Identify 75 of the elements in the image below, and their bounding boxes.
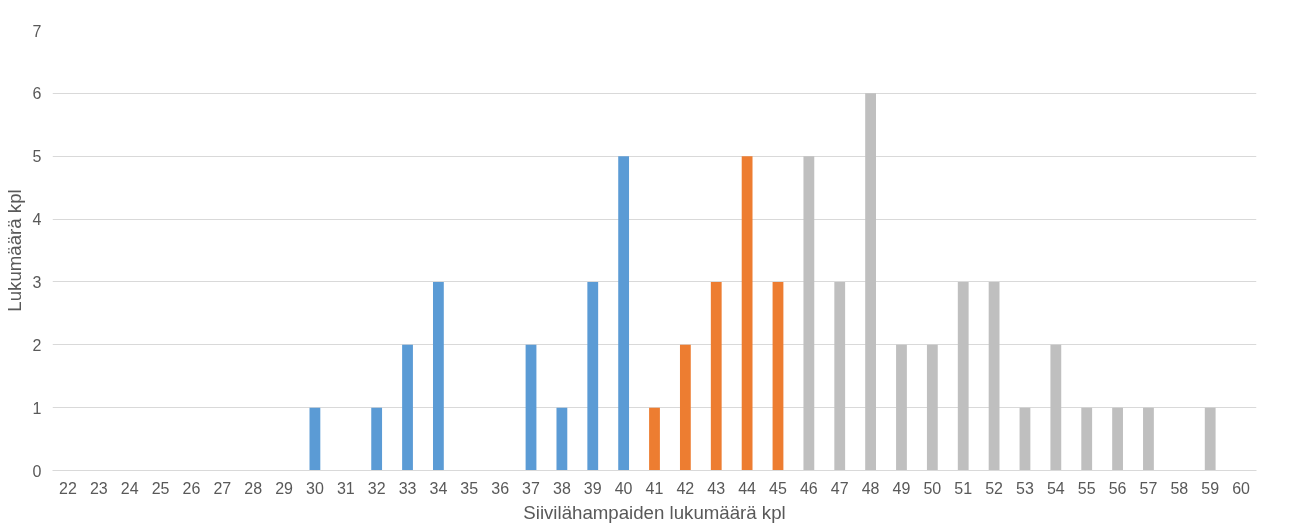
x-tick-label: 23 [89,479,108,497]
x-tick-label: 48 [861,479,880,497]
bar [1081,407,1093,471]
x-tick-label: 36 [491,479,510,497]
x-tick-label: 37 [522,479,541,497]
bar [803,156,815,471]
bar [556,407,568,471]
x-tick-label: 42 [676,479,695,497]
x-tick-label: 34 [429,479,448,497]
x-tick-label: 39 [583,479,602,497]
x-tick-label: 51 [954,479,973,497]
x-tick-label: 28 [244,479,263,497]
x-tick-label: 35 [460,479,479,497]
x-tick-label: 57 [1139,479,1158,497]
x-tick-label: 53 [1016,479,1034,497]
x-tick-label: 40 [614,479,633,497]
bar [432,281,444,471]
x-tick-label: 33 [398,479,417,497]
y-tick-label: 7 [32,22,42,40]
bar [371,407,383,471]
bar [525,344,537,471]
bar [896,344,907,471]
x-tick-label: 43 [707,479,726,497]
x-tick-label: 32 [367,479,386,497]
y-tick-label: 1 [32,399,42,417]
bar [1143,407,1154,471]
bar [1204,407,1216,471]
y-tick-label: 4 [32,211,42,229]
x-tick-label: 31 [336,479,355,497]
x-tick-label: 24 [120,479,139,497]
x-tick-label: 22 [59,479,77,497]
y-tick-label: 2 [32,336,42,354]
bar [988,281,1000,471]
x-tick-label: 27 [213,479,232,497]
x-tick-label: 30 [306,479,324,497]
bar [1112,407,1123,471]
x-tick-label: 52 [985,479,1004,497]
bar [587,281,599,471]
x-tick-label: 46 [799,479,818,497]
x-tick-label: 44 [738,479,757,497]
y-tick-label: 3 [32,273,42,291]
bar [834,281,846,471]
x-tick-label: 41 [645,479,664,497]
x-tick-label: 56 [1108,479,1127,497]
x-tick-label: 29 [275,479,294,497]
x-tick-label: 54 [1046,479,1065,497]
x-tick-label: 38 [552,479,571,497]
y-tick-label: 6 [32,85,42,103]
x-tick-label: 25 [151,479,170,497]
bar [926,344,938,471]
x-tick-label: 47 [830,479,849,497]
x-axis-title: Siivilähampaiden lukumäärä kpl [523,501,786,523]
bar [865,93,877,471]
bar [309,407,321,471]
bar [741,156,753,471]
bar [679,344,691,471]
x-tick-label: 59 [1201,479,1220,497]
bar [1019,407,1031,471]
x-tick-label: 60 [1232,479,1251,497]
x-tick-label: 58 [1170,479,1189,497]
bar [957,281,969,471]
x-tick-label: 50 [923,479,942,497]
x-tick-label: 45 [769,479,787,497]
x-tick-label: 55 [1077,479,1096,497]
bar [1050,344,1062,471]
x-tick-label: 49 [892,479,911,497]
bar [618,156,630,471]
bar [772,281,784,471]
x-tick-label: 26 [182,479,201,497]
y-axis-title: Lukumäärä kpl [3,189,25,312]
bar [710,281,722,471]
bar [402,344,413,471]
y-tick-label: 0 [32,462,42,480]
y-tick-label: 5 [32,148,42,166]
bar [649,407,660,471]
